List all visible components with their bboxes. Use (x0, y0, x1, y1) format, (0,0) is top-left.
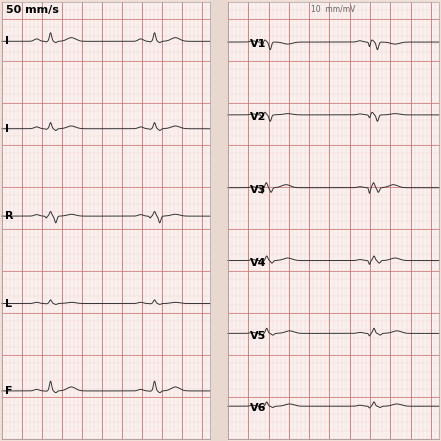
Text: L: L (5, 299, 12, 309)
Bar (228, 2, 439, 439)
Text: 10  mm/mV: 10 mm/mV (311, 4, 356, 13)
Text: R: R (5, 211, 14, 221)
Text: V5: V5 (250, 331, 266, 340)
Text: 50 mm/s: 50 mm/s (6, 5, 59, 15)
Bar (2, 2, 210, 439)
Text: V1: V1 (250, 39, 266, 49)
Text: V4: V4 (250, 258, 266, 268)
Text: V2: V2 (250, 112, 266, 122)
Text: I: I (5, 124, 9, 134)
Text: V6: V6 (250, 404, 266, 413)
Bar (210, 0, 228, 441)
Text: F: F (5, 386, 12, 396)
Text: I: I (5, 36, 9, 46)
Bar (228, 2, 439, 439)
Text: V3: V3 (250, 185, 266, 195)
Bar (2, 2, 210, 439)
